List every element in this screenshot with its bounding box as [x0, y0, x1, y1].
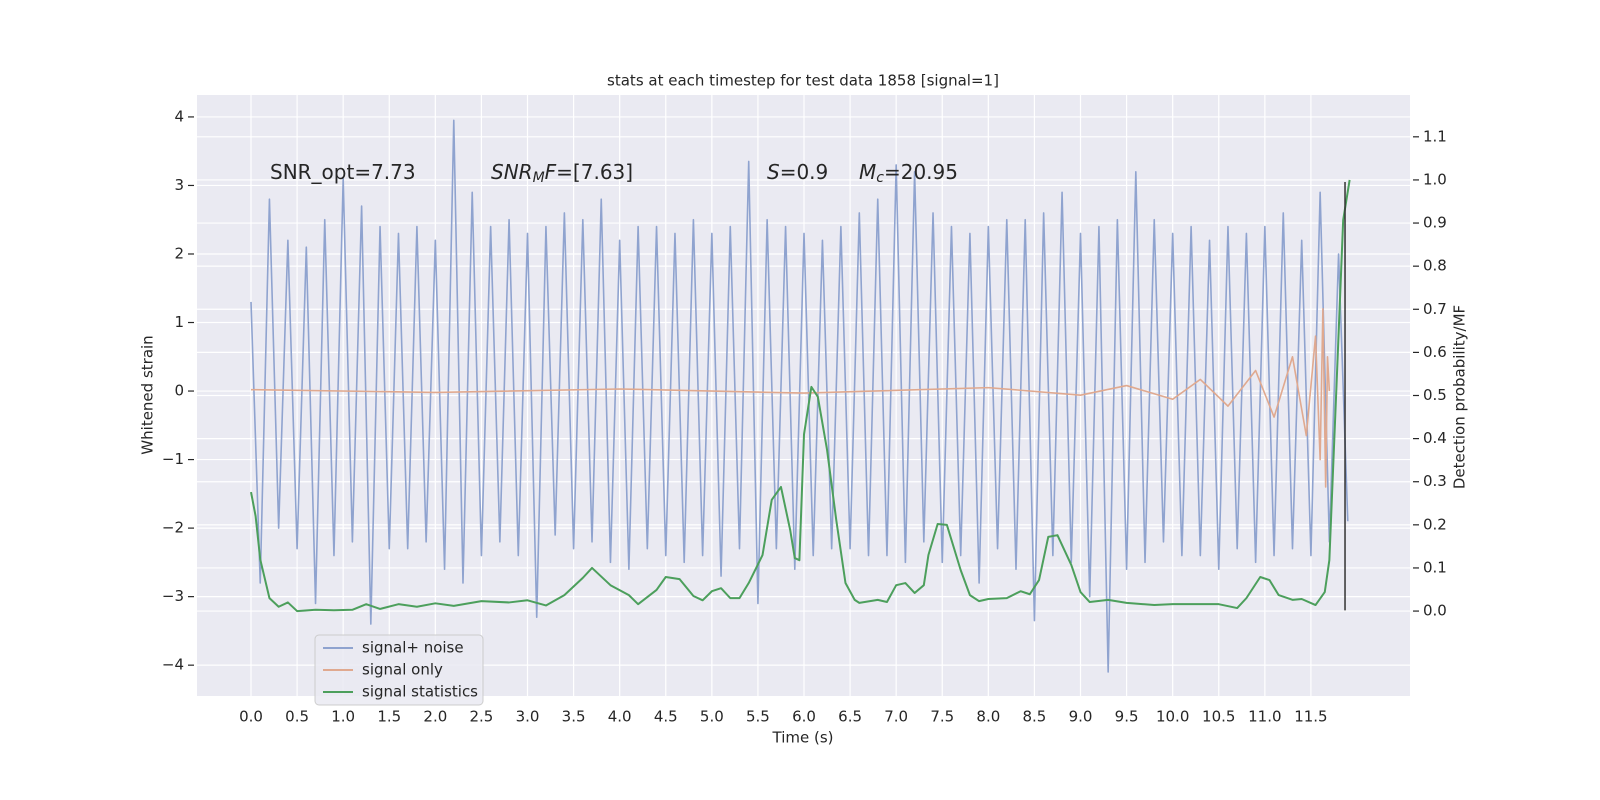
y-tick-label: 2	[174, 244, 184, 262]
annotation-part: M	[859, 160, 876, 184]
y-tick-label: 4	[174, 107, 184, 125]
annotation-part: =20.95	[884, 160, 958, 184]
annotation: S=0.9	[767, 160, 828, 184]
legend-label: signal statistics	[362, 683, 478, 701]
x-tick-label: 11.5	[1294, 708, 1327, 726]
x-tick-label: 8.5	[1022, 708, 1046, 726]
y2-tick-label: 1.1	[1423, 127, 1447, 145]
x-tick-label: 11.0	[1248, 708, 1281, 726]
annotation: Mc=20.95	[859, 160, 958, 187]
series-line	[250, 179, 1351, 613]
x-tick-label: 5.0	[700, 708, 724, 726]
x-tick-label: 3.5	[562, 708, 586, 726]
y2-tick-label: 0.6	[1423, 343, 1447, 361]
x-tick-label: 10.5	[1202, 708, 1235, 726]
y-tick-label: −4	[162, 656, 184, 674]
legend-label: signal+ noise	[362, 639, 464, 657]
y-tick-label: −3	[162, 587, 184, 605]
annotation-part: M	[533, 170, 545, 186]
x-tick-label: 0.0	[239, 708, 263, 726]
legend: signal+ noise signal only signal statistic…	[314, 634, 484, 706]
chart-title: stats at each timestep for test data 185…	[607, 72, 999, 90]
marks	[250, 119, 1351, 673]
annotation-part: SNR	[491, 160, 533, 184]
x-tick-label: 9.5	[1115, 708, 1139, 726]
x-tick-label: 1.0	[331, 708, 355, 726]
x-tick-label: 6.0	[792, 708, 816, 726]
x-tick-label: 4.5	[654, 708, 678, 726]
annotation-part: =0.9	[780, 160, 829, 184]
annotation-part: =[7.63]	[556, 160, 633, 184]
y2-tick-label: 0.8	[1423, 257, 1447, 275]
x-tick-label: 8.0	[976, 708, 1000, 726]
y-tick-label: −1	[162, 450, 184, 468]
x-axis-label: Time (s)	[772, 729, 834, 747]
labels: 0.0 0.5 1.0 1.5 2.0 2.5 3.0 3.5 4.0 4.5 5.0 5.5 6.0 6…	[162, 107, 1447, 725]
y2-axis-label: Detection probability/MF	[1451, 305, 1469, 489]
annotation-part: c	[876, 170, 884, 186]
y-tick-label: 1	[174, 313, 184, 331]
x-tick-label: 3.0	[516, 708, 540, 726]
y2-tick-label: 0.7	[1423, 300, 1447, 318]
annotation: SNRMF=[7.63]	[491, 160, 633, 187]
x-tick-label: 7.0	[884, 708, 908, 726]
x-tick-label: 4.0	[608, 708, 632, 726]
legend-label: signal only	[362, 661, 443, 679]
y2-tick-label: 0.9	[1423, 214, 1447, 232]
y2-tick-label: 0.4	[1423, 429, 1447, 447]
y-tick-label: −2	[162, 519, 184, 537]
x-tick-label: 0.5	[285, 708, 309, 726]
y2-tick-label: 0.0	[1423, 602, 1447, 620]
y2-tick-label: 0.3	[1423, 472, 1447, 490]
x-tick-label: 7.5	[930, 708, 954, 726]
x-tick-label: 9.0	[1069, 708, 1093, 726]
annotation-part: SNR_opt=7.73	[270, 160, 416, 184]
y-axis-label: Whitened strain	[139, 335, 157, 454]
y2-tick-label: 1.0	[1423, 170, 1447, 188]
annotation-part: F	[545, 160, 557, 184]
y-tick-label: 3	[174, 176, 184, 194]
y2-tick-label: 0.1	[1423, 558, 1447, 576]
annotation: SNR_opt=7.73	[270, 160, 416, 184]
x-tick-label: 10.0	[1156, 708, 1189, 726]
y2-tick-label: 0.2	[1423, 515, 1447, 533]
series-line	[250, 308, 1331, 488]
x-tick-label: 1.5	[377, 708, 401, 726]
y2-tick-label: 0.5	[1423, 386, 1447, 404]
x-tick-label: 2.0	[423, 708, 447, 726]
x-tick-label: 2.5	[469, 708, 493, 726]
x-tick-label: 6.5	[838, 708, 862, 726]
legend-box	[314, 634, 484, 706]
y-tick-label: 0	[174, 382, 184, 400]
series-line	[250, 119, 1349, 673]
x-tick-label: 5.5	[746, 708, 770, 726]
annotation-part: S	[767, 160, 780, 184]
